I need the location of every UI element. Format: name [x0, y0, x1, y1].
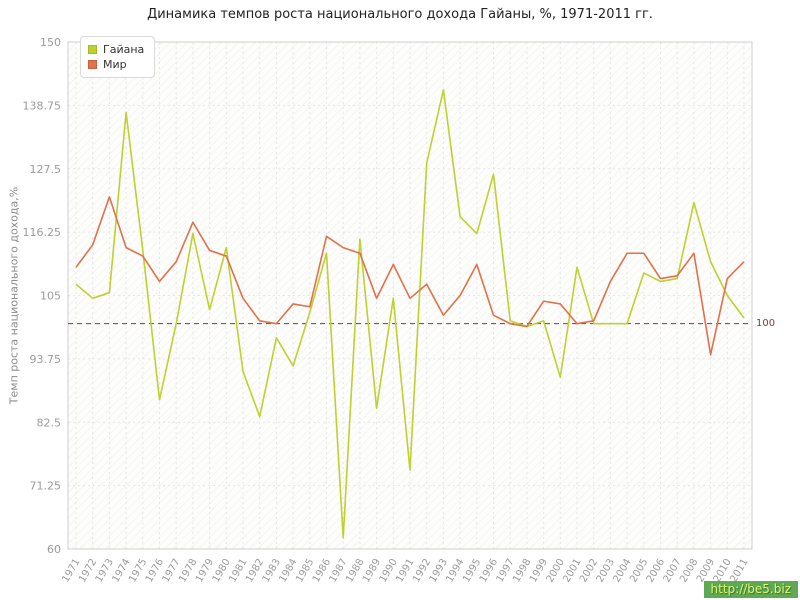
svg-text:127.5: 127.5: [30, 163, 62, 176]
svg-text:105: 105: [40, 290, 61, 303]
legend: Гайана Мир: [80, 36, 156, 78]
svg-text:82.5: 82.5: [37, 416, 62, 429]
watermark-link[interactable]: http://be5.biz: [703, 581, 798, 598]
svg-text:60: 60: [47, 543, 61, 556]
series-line-0: [75, 89, 745, 539]
world-series-swatch: [88, 60, 97, 69]
svg-text:71.25: 71.25: [30, 480, 62, 493]
x-axis-tick-labels: 1971197219731974197519761977197819791980…: [60, 557, 750, 585]
series-lines: [75, 89, 745, 539]
svg-text:138.75: 138.75: [23, 99, 62, 112]
guyana-series-swatch: [88, 45, 97, 54]
svg-text:116.25: 116.25: [23, 226, 62, 239]
svg-text:150: 150: [40, 36, 61, 49]
y-axis-tick-labels: 60 71.25 82.5 93.75 105 116.25 127.5 138.75 150: [23, 36, 62, 556]
plot-border: [67, 41, 753, 550]
world-series-label: Мир: [103, 58, 127, 71]
series-line-1: [75, 196, 745, 356]
reference-line-label: 100: [756, 317, 776, 329]
chart-title: Динамика темпов роста национального дохо…: [147, 7, 653, 22]
guyana-series-label: Гайана: [103, 43, 145, 56]
svg-text:93.75: 93.75: [30, 353, 62, 366]
legend-item-guyana: Гайана: [88, 42, 144, 57]
legend-item-world: Мир: [88, 57, 144, 72]
